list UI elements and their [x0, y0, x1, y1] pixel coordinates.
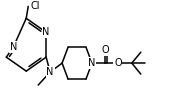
Text: N: N: [46, 67, 54, 77]
Text: N: N: [88, 58, 96, 68]
Text: N: N: [42, 27, 50, 37]
Text: O: O: [101, 45, 109, 55]
Text: O: O: [114, 58, 122, 68]
Text: Cl: Cl: [30, 1, 40, 11]
Text: N: N: [10, 42, 17, 52]
